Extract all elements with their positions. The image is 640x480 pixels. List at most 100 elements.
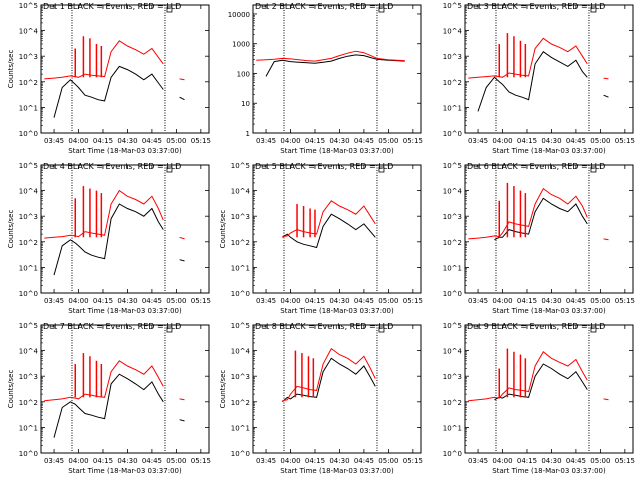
chart-title: Det 5 BLACK = Events, RED = LLD	[255, 162, 393, 171]
x-tick-label: 04:30	[541, 457, 561, 465]
x-axis-label: Start Time (18-Mar-03 03:37:00)	[492, 467, 606, 475]
y-tick-label: 10^2	[19, 79, 38, 87]
chart-title: Det 7 BLACK = Events, RED = LLD	[43, 322, 181, 331]
x-tick-label: 04:30	[117, 457, 137, 465]
x-tick-label: 04:45	[566, 137, 586, 145]
y-axis-label: Counts/sec	[7, 370, 15, 409]
flag-box	[378, 166, 385, 173]
y-axis-label: Counts/sec	[7, 50, 15, 89]
x-tick-label: 04:45	[354, 457, 374, 465]
x-axis-label: Start Time (18-Mar-03 03:37:00)	[68, 307, 182, 315]
y-tick-label: 10^1	[443, 424, 462, 432]
x-tick-label: 05:00	[378, 297, 398, 305]
x-tick-label: 04:45	[142, 137, 162, 145]
lld-series-line	[468, 187, 609, 241]
chart-panel-det-2: Det 2 BLACK = Events, RED = LLD 1 10 100 100…	[228, 2, 423, 155]
chart-panel-det-6: Det 6 BLACK = Events, RED = LLD 10^0 10^1 1…	[443, 162, 635, 315]
events-series-line	[494, 197, 588, 241]
lld-series-line	[44, 40, 185, 81]
x-tick-label: 05:15	[403, 137, 423, 145]
y-tick-label: 10^2	[443, 399, 462, 407]
y-tick-label: 10^3	[19, 373, 38, 381]
chart-panel-det-8: Det 8 BLACK = Events, RED = LLD Counts/se…	[219, 322, 423, 475]
events-series-line	[53, 373, 185, 438]
x-tick-label: 04:30	[329, 457, 349, 465]
x-tick-label: 04:15	[517, 297, 537, 305]
x-tick-label: 04:45	[566, 297, 586, 305]
x-tick-label: 04:45	[354, 297, 374, 305]
x-tick-label: 05:15	[191, 137, 211, 145]
x-axis-label: Start Time (18-Mar-03 03:37:00)	[280, 147, 394, 155]
x-tick-label: 04:15	[93, 297, 113, 305]
x-tick-label: 03:45	[256, 137, 276, 145]
x-tick-label: 05:15	[191, 297, 211, 305]
x-tick-label: 05:00	[166, 137, 186, 145]
y-tick-label: 10^2	[19, 239, 38, 247]
chart-panel-det-1: Det 1 BLACK = Events, RED = LLD Counts/se…	[7, 2, 211, 155]
chart-title: Det 9 BLACK = Events, RED = LLD	[467, 322, 605, 331]
y-tick-label: 10^4	[443, 28, 463, 36]
events-series-line	[53, 65, 185, 118]
x-tick-label: 04:15	[305, 297, 325, 305]
y-tick-label: 10^2	[443, 239, 462, 247]
y-tick-label: 10^5	[443, 2, 462, 10]
lld-series-line	[282, 347, 376, 402]
y-tick-label: 10^1	[19, 424, 38, 432]
y-tick-label: 10^3	[443, 373, 462, 381]
y-tick-label: 10^4	[443, 348, 463, 356]
y-tick-label: 10^0	[443, 130, 462, 138]
y-tick-label: 10^0	[231, 450, 250, 458]
y-tick-label: 10^5	[443, 162, 462, 170]
plot-frame	[252, 164, 422, 294]
events-series-line	[477, 50, 609, 112]
y-tick-label: 10^3	[443, 213, 462, 221]
y-tick-label: 10^0	[19, 290, 38, 298]
x-axis-label: Start Time (18-Mar-03 03:37:00)	[68, 467, 182, 475]
x-tick-label: 03:45	[44, 297, 64, 305]
flag-box	[166, 326, 173, 333]
y-tick-label: 10^5	[19, 322, 38, 330]
flag-box	[590, 166, 597, 173]
x-tick-label: 03:45	[44, 137, 64, 145]
flag-box	[166, 6, 173, 13]
y-tick-label: 10^1	[19, 264, 38, 272]
x-tick-label: 03:45	[468, 297, 488, 305]
y-axis-label: Counts/sec	[219, 370, 227, 409]
y-tick-label: 10^3	[19, 213, 38, 221]
events-series-line	[265, 54, 405, 77]
x-tick-label: 04:00	[68, 457, 88, 465]
y-tick-label: 10^5	[231, 162, 250, 170]
flag-box	[378, 6, 385, 13]
y-tick-label: 10^5	[19, 162, 38, 170]
x-tick-label: 05:15	[615, 457, 635, 465]
plot-frame	[40, 324, 210, 454]
x-tick-label: 04:30	[541, 137, 561, 145]
chart-panel-det-4: Det 4 BLACK = Events, RED = LLD Counts/se…	[7, 162, 211, 315]
y-tick-label: 1000	[232, 41, 250, 49]
x-tick-label: 04:00	[280, 457, 300, 465]
y-tick-label: 10^1	[231, 424, 250, 432]
plot-frame	[464, 164, 634, 294]
x-tick-label: 05:00	[166, 297, 186, 305]
x-tick-label: 05:15	[191, 457, 211, 465]
y-tick-label: 10^1	[231, 264, 250, 272]
x-tick-label: 05:00	[590, 137, 610, 145]
chart-title: Det 6 BLACK = Events, RED = LLD	[467, 162, 605, 171]
chart-title: Det 1 BLACK = Events, RED = LLD	[43, 2, 181, 11]
x-tick-label: 04:15	[517, 137, 537, 145]
events-series-line	[494, 363, 588, 401]
plot-frame	[464, 324, 634, 454]
events-series-line	[53, 203, 185, 276]
x-axis-label: Start Time (18-Mar-03 03:37:00)	[68, 147, 182, 155]
lld-series-line	[256, 50, 405, 62]
chart-panel-det-3: Det 3 BLACK = Events, RED = LLD 10^0 10^1 1…	[443, 2, 635, 155]
y-tick-label: 10^2	[19, 399, 38, 407]
chart-title: Det 8 BLACK = Events, RED = LLD	[255, 322, 393, 331]
x-tick-label: 05:00	[378, 457, 398, 465]
x-tick-label: 03:45	[256, 297, 276, 305]
plot-frame	[40, 4, 210, 134]
flag-box	[166, 166, 173, 173]
events-series-line	[282, 213, 376, 249]
y-tick-label: 10^4	[231, 348, 251, 356]
